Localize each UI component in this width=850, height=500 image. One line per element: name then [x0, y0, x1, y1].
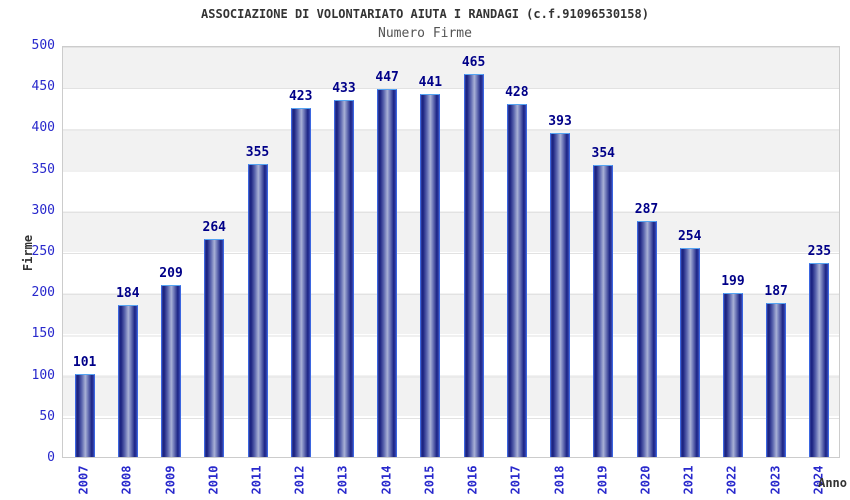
y-tick-label-150: 150 — [31, 326, 55, 342]
x-tick-label-2013: 2013 — [335, 465, 350, 495]
bar-2010 — [204, 239, 225, 457]
y-tick-label-250: 250 — [31, 244, 55, 259]
x-axis-title: Anno — [818, 476, 847, 490]
bar-value-label-2016: 465 — [461, 55, 486, 70]
bar-value-label-2008: 184 — [116, 286, 140, 301]
bar-2019 — [593, 165, 614, 457]
bar-value-label-2019: 354 — [591, 146, 615, 161]
y-tick-label-400: 400 — [31, 120, 55, 136]
bar-2017 — [506, 104, 527, 457]
bar-2023 — [766, 303, 787, 457]
bar-value-label-2020: 287 — [634, 202, 659, 217]
bar-value-label-2018: 393 — [548, 114, 572, 129]
x-tick-label-2011: 2011 — [249, 465, 264, 495]
bar-value-label-2024: 235 — [807, 244, 832, 259]
chart-subtitle: Numero Firme — [378, 26, 472, 41]
bar-2007 — [74, 374, 95, 457]
x-tick-label-2007: 2007 — [76, 465, 91, 495]
x-tick-label-2008: 2008 — [119, 465, 134, 495]
bar-2015 — [420, 94, 441, 457]
bar-2016 — [463, 74, 484, 457]
x-tick-label-2017: 2017 — [508, 465, 523, 495]
bar-2018 — [550, 133, 571, 457]
x-tick-label-2010: 2010 — [206, 465, 221, 495]
y-tick-label-100: 100 — [31, 367, 55, 383]
x-tick-label-2019: 2019 — [595, 465, 610, 495]
bar-2014 — [377, 89, 398, 457]
x-tick-label-2023: 2023 — [768, 465, 783, 495]
x-tick-label-2012: 2012 — [292, 465, 307, 495]
bar-value-label-2023: 187 — [764, 284, 788, 299]
bar-2009 — [161, 285, 182, 457]
plot-area: 101 184 209 264 355 423 433 447 441 465 428 393 354 2… — [62, 46, 840, 458]
bar-2012 — [290, 108, 311, 457]
x-tick-label-2015: 2015 — [422, 465, 437, 495]
x-tick-label-2022: 2022 — [724, 465, 739, 495]
x-tick-label-2014: 2014 — [379, 465, 394, 495]
bar-value-label-2012: 423 — [288, 89, 313, 104]
y-tick-label-200: 200 — [31, 285, 55, 301]
bar-value-label-2017: 428 — [505, 85, 529, 100]
bar-value-label-2013: 433 — [332, 81, 356, 96]
bar-value-label-2015: 441 — [418, 75, 443, 90]
bar-value-label-2007: 101 — [72, 355, 97, 370]
bar-2022 — [722, 293, 743, 457]
bar-value-label-2009: 209 — [159, 266, 183, 281]
x-tick-label-2009: 2009 — [163, 465, 178, 495]
bar-value-label-2014: 447 — [375, 70, 399, 85]
chart-title: ASSOCIAZIONE DI VOLONTARIATO AIUTA I RAN… — [201, 7, 649, 21]
bar-2008 — [117, 305, 138, 457]
bar-value-label-2021: 254 — [677, 229, 702, 244]
bar-2024 — [809, 263, 830, 457]
bar-2011 — [247, 164, 268, 457]
x-tick-label-2016: 2016 — [465, 465, 480, 495]
y-tick-label-350: 350 — [31, 161, 55, 177]
y-tick-label-450: 450 — [31, 79, 55, 95]
bar-value-label-2022: 199 — [721, 274, 745, 289]
x-tick-label-2020: 2020 — [638, 465, 653, 495]
bar-2013 — [333, 100, 354, 457]
x-axis-labels: 2007 2008 2009 2010 2011 2012 2013 2014 2015 2016… — [62, 461, 840, 500]
y-tick-label-50: 50 — [39, 408, 55, 424]
y-axis-labels: 0 50 100 150 200 250 300 350 400 450 500 — [0, 38, 55, 465]
bar-2020 — [636, 221, 657, 457]
bar-value-label-2011: 355 — [245, 145, 270, 160]
x-tick-label-2018: 2018 — [552, 465, 567, 495]
y-tick-label-300: 300 — [31, 202, 55, 218]
bar-value-label-2010: 264 — [202, 220, 226, 235]
x-tick-label-2021: 2021 — [681, 465, 696, 495]
bar-2021 — [679, 248, 700, 457]
y-tick-label-0: 0 — [47, 450, 55, 465]
y-tick-label-500: 500 — [31, 38, 55, 53]
